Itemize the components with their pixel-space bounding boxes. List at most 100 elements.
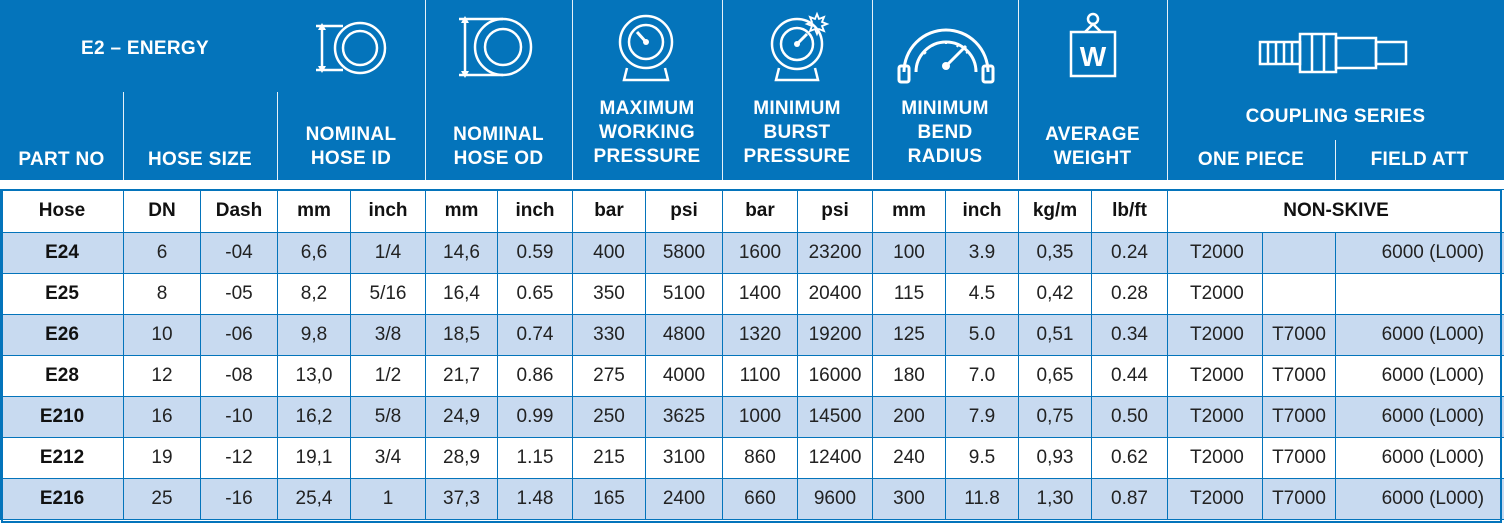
table-cell: 0.24 (1091, 232, 1168, 274)
table-cell: -12 (200, 437, 278, 479)
svg-text:W: W (1080, 41, 1107, 72)
table-cell: 0,42 (1018, 273, 1092, 315)
table-cell (1262, 232, 1336, 274)
table-cell: T2000 (1167, 314, 1263, 356)
bend-radius-icon (897, 28, 995, 84)
unit-cell: lb/ft (1091, 189, 1168, 233)
table-cell: 125 (872, 314, 946, 356)
unit-cell: bar (722, 189, 798, 233)
hose-size-label: HOSE SIZE (147, 149, 253, 170)
weight-icon: W (1069, 12, 1117, 78)
table-cell: 100 (872, 232, 946, 274)
table-cell: 13,0 (277, 355, 351, 397)
table-cell: 1.15 (497, 437, 573, 479)
pressure-gauge-icon (618, 14, 674, 82)
unit-cell: mm (425, 189, 498, 233)
table-cell: 4000 (645, 355, 723, 397)
table-cell: 37,3 (425, 478, 498, 520)
table-cell: 215 (572, 437, 646, 479)
table-cell: 6000 (L000) (1334, 355, 1504, 397)
table-cell: 6000 (L000) (1334, 396, 1504, 438)
table-cell: 250 (572, 396, 646, 438)
table-row: E210 16 -10 16,2 5/8 24,9 0.99 250 3625 1000 14500… (0, 396, 1504, 438)
table-cell: T2000 (1167, 232, 1263, 274)
table-body: E24 6 -04 6,6 1/4 14,6 0.59 400 5800 1600 23200 100… (0, 232, 1504, 520)
table-cell: 0.62 (1091, 437, 1168, 479)
table-cell: 5100 (645, 273, 723, 315)
table-cell: 8,2 (277, 273, 351, 315)
table-cell: 1,30 (1018, 478, 1092, 520)
table-cell: 0,93 (1018, 437, 1092, 479)
part-number-cell: E26 (0, 314, 124, 356)
header-divider (1335, 140, 1336, 180)
hose-od-icon (459, 16, 533, 78)
header-divider (425, 0, 426, 180)
table-cell: 16,2 (277, 396, 351, 438)
table-cell: 3/8 (350, 314, 426, 356)
table-cell: 10 (123, 314, 201, 356)
series-title: E2 – ENERGY (81, 38, 209, 59)
unit-cell: Dash (200, 189, 278, 233)
avg-weight-label: AVERAGE WEIGHT (1045, 124, 1140, 169)
table-cell: 0,75 (1018, 396, 1092, 438)
table-cell: 7.0 (945, 355, 1019, 397)
table-row: E28 12 -08 13,0 1/2 21,7 0.86 275 4000 1100 16000 1… (0, 355, 1504, 397)
table-cell: 0,51 (1018, 314, 1092, 356)
table-cell: 165 (572, 478, 646, 520)
table-cell: 5/16 (350, 273, 426, 315)
table-row: E216 25 -16 25,4 1 37,3 1.48 165 2400 660 9600 300 1… (0, 478, 1504, 520)
table-cell (1334, 273, 1504, 315)
header-divider (722, 0, 723, 180)
hose-id-icon (316, 21, 387, 75)
max-working-pressure-label: MAXIMUM WORKING PRESSURE (593, 98, 701, 167)
one-piece-label: ONE PIECE (1197, 149, 1305, 170)
table-cell: 25,4 (277, 478, 351, 520)
table-cell: 240 (872, 437, 946, 479)
table-cell: 0.99 (497, 396, 573, 438)
unit-cell: mm (277, 189, 351, 233)
table-cell: 6000 (L000) (1334, 314, 1504, 356)
table-cell: 9.5 (945, 437, 1019, 479)
part-no-label: PART NO (18, 149, 105, 170)
table-cell: 8 (123, 273, 201, 315)
table-cell: 3625 (645, 396, 723, 438)
table-cell: 115 (872, 273, 946, 315)
unit-cell: inch (945, 189, 1019, 233)
table-cell: 0.34 (1091, 314, 1168, 356)
table-cell: 25 (123, 478, 201, 520)
table-cell: 16,4 (425, 273, 498, 315)
table-cell: T7000 (1262, 396, 1336, 438)
unit-cell: psi (797, 189, 873, 233)
header-divider (872, 0, 873, 180)
table-cell: 2400 (645, 478, 723, 520)
table-cell: 14500 (797, 396, 873, 438)
table-cell: 9,8 (277, 314, 351, 356)
table-cell: -06 (200, 314, 278, 356)
table-cell: 0,35 (1018, 232, 1092, 274)
table-cell: 6000 (L000) (1334, 232, 1504, 274)
unit-cell: mm (872, 189, 946, 233)
table-cell: 6000 (L000) (1334, 478, 1504, 520)
table-cell: 11.8 (945, 478, 1019, 520)
table-cell: -08 (200, 355, 278, 397)
part-number-cell: E25 (0, 273, 124, 315)
unit-cell: bar (572, 189, 646, 233)
table-cell: 0.86 (497, 355, 573, 397)
table-cell: 0.87 (1091, 478, 1168, 520)
table-cell: 12400 (797, 437, 873, 479)
table-cell: 14,6 (425, 232, 498, 274)
header-divider (572, 0, 573, 180)
table-cell: 7.9 (945, 396, 1019, 438)
table-cell: 1/4 (350, 232, 426, 274)
table-cell: T2000 (1167, 437, 1263, 479)
part-number-cell: E28 (0, 355, 124, 397)
table-cell: 180 (872, 355, 946, 397)
table-cell: 4.5 (945, 273, 1019, 315)
table-cell: 1.48 (497, 478, 573, 520)
coupling-fitting-icon (1258, 32, 1408, 74)
part-number-cell: E24 (0, 232, 124, 274)
table-cell: -05 (200, 273, 278, 315)
part-number-cell: E212 (0, 437, 124, 479)
table-cell: -04 (200, 232, 278, 274)
table-cell: 23200 (797, 232, 873, 274)
